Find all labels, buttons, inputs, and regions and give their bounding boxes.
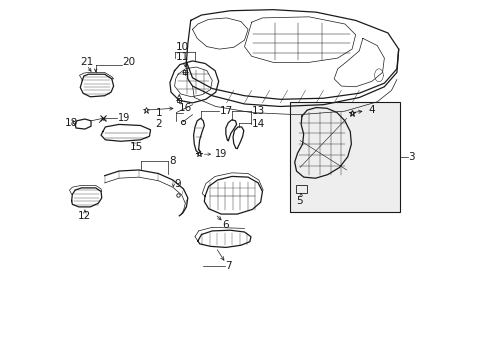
Text: 2: 2 xyxy=(155,120,162,129)
Text: 7: 7 xyxy=(224,261,231,271)
Text: 20: 20 xyxy=(122,57,135,67)
Text: 12: 12 xyxy=(78,211,91,221)
Bar xyxy=(290,102,399,212)
Text: 18: 18 xyxy=(65,118,78,128)
Text: 8: 8 xyxy=(169,156,176,166)
Text: 6: 6 xyxy=(222,220,228,230)
Text: 13: 13 xyxy=(251,106,264,116)
Text: 14: 14 xyxy=(251,120,264,129)
Text: 1: 1 xyxy=(155,108,162,118)
Text: 11: 11 xyxy=(175,52,188,62)
Text: 21: 21 xyxy=(80,57,93,67)
Text: 10: 10 xyxy=(175,42,188,51)
Text: 9: 9 xyxy=(174,179,181,189)
Text: 19: 19 xyxy=(118,113,130,123)
Text: 19: 19 xyxy=(215,149,227,159)
Text: 3: 3 xyxy=(407,152,414,162)
Text: 17: 17 xyxy=(219,106,232,116)
Text: 16: 16 xyxy=(148,103,192,113)
Bar xyxy=(296,185,306,193)
Text: 4: 4 xyxy=(354,105,374,115)
Text: 5: 5 xyxy=(295,196,302,206)
Text: 15: 15 xyxy=(129,142,142,152)
